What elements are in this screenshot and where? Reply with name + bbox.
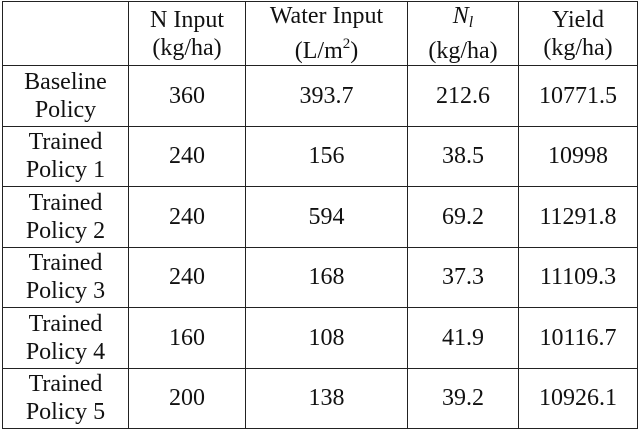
policy-label-line1: Trained	[28, 189, 103, 216]
n-leached-cell: 39.2	[407, 367, 519, 429]
yield-cell: 10926.1	[518, 367, 638, 429]
header-yield: Yield (kg/ha)	[518, 1, 638, 66]
n-leached-cell: 38.5	[407, 125, 519, 187]
water-input-cell: 393.7	[245, 65, 408, 127]
n-input-cell: 240	[128, 125, 246, 187]
header-label: Water Input	[269, 3, 384, 29]
policy-label-line1: Baseline	[24, 68, 107, 95]
table-row: Trained Policy 1 240 156 38.5 10998	[2, 125, 638, 187]
policy-label-line1: Trained	[28, 250, 103, 277]
n-leached-cell: 41.9	[407, 307, 519, 369]
header-label: Nl	[408, 2, 518, 37]
policy-label-cell: Trained Policy 3	[2, 246, 129, 308]
unit-superscript: 2	[342, 36, 351, 52]
policy-label-line1: Trained	[28, 371, 103, 398]
n-input-cell: 200	[128, 367, 246, 429]
yield-cell: 10116.7	[518, 307, 638, 369]
n-input-cell: 240	[128, 246, 246, 308]
policy-label-line2: Policy 3	[25, 278, 106, 305]
table-row: Trained Policy 2 240 594 69.2 11291.8	[2, 186, 638, 248]
water-input-cell: 594	[245, 186, 408, 248]
table-row: Trained Policy 4 160 108 41.9 10116.7	[2, 307, 638, 369]
policy-label-cell: Baseline Policy	[2, 65, 129, 127]
policy-label-line2: Policy 2	[25, 217, 106, 244]
symbol-n: N	[452, 3, 469, 29]
symbol-subscript: l	[468, 14, 474, 31]
header-water-input: Water Input (L/m2)	[245, 1, 408, 66]
header-unit: (kg/ha)	[152, 34, 222, 61]
table-row: Trained Policy 3 240 168 37.3 11109.3	[2, 246, 638, 308]
water-input-cell: 138	[245, 367, 408, 429]
n-leached-cell: 37.3	[407, 246, 519, 308]
policy-label-line2: Policy 5	[25, 399, 106, 426]
yield-cell: 11291.8	[518, 186, 638, 248]
water-input-cell: 168	[245, 246, 408, 308]
n-input-cell: 160	[128, 307, 246, 369]
header-empty-cell	[2, 1, 129, 66]
policy-label-line1: Trained	[28, 310, 103, 337]
yield-cell: 11109.3	[518, 246, 638, 308]
policy-label-line2: Policy	[34, 96, 97, 123]
n-leached-cell: 69.2	[407, 186, 519, 248]
water-input-cell: 108	[245, 307, 408, 369]
policy-label-cell: Trained Policy 5	[2, 367, 129, 429]
table-row: Baseline Policy 360 393.7 212.6 10771.5	[2, 65, 638, 127]
n-leached-cell: 212.6	[407, 65, 519, 127]
header-unit: (kg/ha)	[428, 38, 498, 64]
header-unit: (L/m2)	[246, 30, 407, 65]
unit-base: (L/m	[294, 38, 343, 64]
header-n-leached: Nl (kg/ha)	[407, 1, 519, 66]
table-row: Trained Policy 5 200 138 39.2 10926.1	[2, 367, 638, 429]
policy-label-cell: Trained Policy 4	[2, 307, 129, 369]
header-label: N Input	[150, 6, 224, 33]
unit-close: )	[350, 38, 359, 64]
header-n-input: N Input (kg/ha)	[128, 1, 246, 66]
policy-label-cell: Trained Policy 2	[2, 186, 129, 248]
yield-cell: 10771.5	[518, 65, 638, 127]
yield-cell: 10998	[518, 125, 638, 187]
n-input-cell: 240	[128, 186, 246, 248]
header-label: Yield	[552, 6, 604, 33]
header-unit: (kg/ha)	[543, 34, 613, 61]
policy-label-line2: Policy 1	[25, 157, 106, 184]
water-input-cell: 156	[245, 125, 408, 187]
policy-label-line2: Policy 4	[25, 338, 106, 365]
policy-label-cell: Trained Policy 1	[2, 125, 129, 187]
header-row: N Input (kg/ha) Water Input (L/m2) Nl (k…	[2, 1, 638, 66]
n-input-cell: 360	[128, 65, 246, 127]
policy-label-line1: Trained	[28, 129, 103, 156]
